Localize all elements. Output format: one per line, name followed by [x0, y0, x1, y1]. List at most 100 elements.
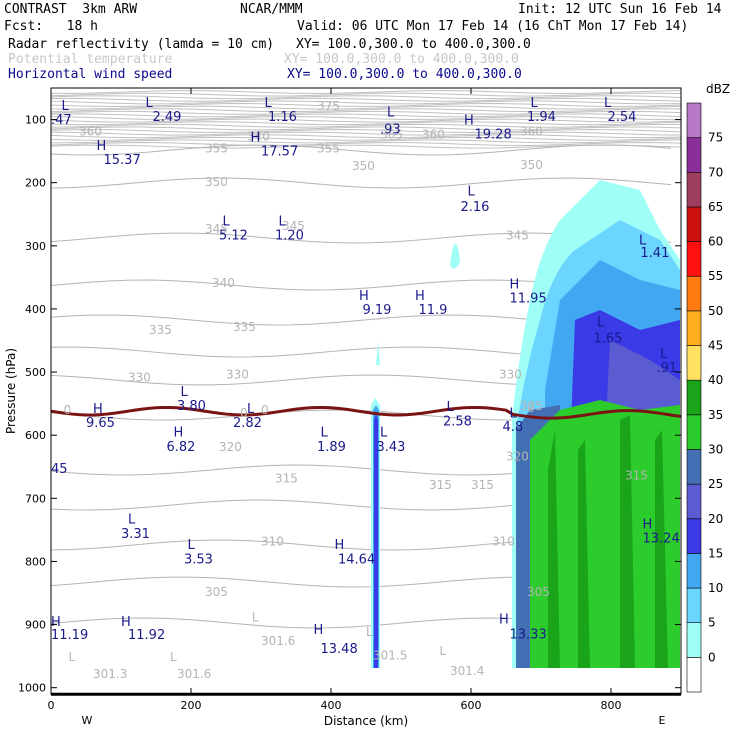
theta-low-label: L	[69, 650, 76, 664]
theta-contour-upper	[50, 136, 682, 141]
init-time: Init: 12 UTC Sun 16 Feb 14	[518, 2, 722, 17]
theta-low-label: L	[440, 644, 447, 658]
wind-speed-label: 13.24	[643, 532, 680, 547]
wind-low-marker: L	[660, 347, 668, 362]
colorbar-swatch	[686, 587, 702, 624]
colorbar: 0 5 10 15 20 25 30 35 40 45 50 55 60 65 70 75 dBZ	[686, 82, 730, 693]
wind-speed-label: 1.41	[640, 246, 669, 261]
wind-high-marker: H	[499, 612, 509, 627]
theta-label: 330	[226, 367, 249, 381]
wind-high-marker: H	[314, 623, 324, 638]
wind-low-marker: L	[510, 407, 518, 422]
theta-label: 320	[219, 440, 242, 454]
theta-contour-upper	[50, 131, 682, 136]
theta-label: 345	[282, 219, 305, 233]
y-tick-label: 300	[25, 240, 46, 253]
theta-label: 340	[212, 276, 235, 290]
wind-low-marker: L	[146, 96, 154, 111]
theta-contour-upper	[50, 92, 682, 97]
theta-label: 305	[527, 585, 550, 599]
wind-high-marker: H	[464, 114, 474, 129]
theta-label: 315	[429, 478, 452, 492]
refl-anvil-spike	[376, 342, 380, 365]
theta-label: 350	[205, 175, 228, 189]
colorbar-label: 35	[708, 408, 723, 422]
theta-low-label: L	[366, 625, 373, 639]
colorbar-swatch	[686, 310, 702, 346]
wind-low-marker: L	[604, 96, 612, 111]
wind-speed-label: 1.94	[527, 110, 556, 125]
wind-speed-label: 11.19	[51, 628, 88, 643]
refl-column-15	[374, 414, 378, 668]
wind-high-marker: H	[174, 425, 184, 440]
theta-contour-upper	[50, 118, 682, 123]
wind-low-marker: L	[247, 402, 255, 417]
y-tick-label: 200	[25, 177, 46, 190]
colorbar-swatch	[686, 518, 702, 554]
theta-contour-upper	[50, 97, 682, 102]
theta-label: 301.3	[93, 667, 127, 681]
theta-label: 360	[422, 128, 445, 142]
theta-contour-upper	[50, 126, 682, 131]
colorbar-swatch	[686, 102, 702, 138]
theta-label: 301.6	[261, 634, 295, 648]
wind-speed-label: 11.95	[510, 292, 547, 307]
colorbar-swatch	[686, 657, 702, 693]
theta-contour	[50, 177, 672, 189]
zero-degree-label: 0	[240, 406, 248, 420]
theta-contour-upper	[50, 139, 682, 144]
wind-low-marker: L	[447, 400, 455, 415]
theta-label: 315	[275, 472, 298, 486]
theta-label: 315	[471, 478, 494, 492]
x-tick-label: 400	[321, 699, 342, 712]
theta-low-label: L	[170, 650, 177, 664]
theta-label: 320	[506, 449, 529, 463]
colorbar-label: 25	[708, 477, 723, 491]
wind-low-marker: L	[279, 215, 287, 230]
theta-label: 325	[520, 399, 543, 413]
wind-low-marker: L	[387, 105, 395, 120]
colorbar-label: 50	[708, 304, 723, 318]
theta-label: 350	[520, 158, 543, 172]
wind-low-marker: L	[639, 234, 647, 249]
theta-contour-upper	[50, 123, 682, 128]
plot-frame	[50, 87, 682, 695]
theta-contour-upper	[50, 100, 682, 105]
field1-name: Radar reflectivity (lamda = 10 cm)	[8, 37, 275, 52]
zero-degree-label: 0	[64, 403, 72, 417]
wind-low-marker: L	[188, 538, 196, 553]
y-tick-label: 800	[25, 555, 46, 568]
y-tick-label: 600	[25, 429, 46, 442]
colorbar-swatch	[686, 483, 702, 520]
x-axis-label: Distance (km)	[324, 714, 408, 728]
wind-speed-label: 11.92	[128, 628, 165, 643]
colorbar-label: 10	[708, 581, 723, 595]
wind-speed-label: 3.80	[177, 399, 206, 414]
x-tick-label: 600	[461, 699, 482, 712]
wind-speed-label: 6.82	[167, 440, 196, 455]
wind-low-marker: L	[321, 425, 329, 440]
theta-label: 310	[261, 535, 284, 549]
wind-low-marker: L	[597, 316, 605, 331]
wind-speed-label: 13.48	[321, 642, 358, 657]
wind-speed-label: 5.12	[219, 229, 248, 244]
wind-speed-label: 2.58	[443, 415, 472, 430]
theta-contour-upper	[50, 90, 682, 94]
colorbar-label: 40	[708, 373, 723, 387]
y-axis-label: Pressure (hPa)	[4, 348, 18, 434]
x-tick-label: 0	[48, 699, 55, 712]
wind-high-marker: H	[51, 615, 61, 630]
wind-speed-label: 45	[51, 462, 68, 477]
theta-label: 310	[492, 535, 515, 549]
theta-label: 350	[352, 159, 375, 173]
wind-speed-label: .93	[380, 122, 401, 137]
model-title: CONTRAST 3km ARW	[4, 2, 138, 17]
wind-high-marker: H	[510, 278, 520, 293]
wind-low-marker: L	[531, 96, 539, 111]
theta-contour-upper	[50, 108, 682, 113]
y-tick-label: 700	[25, 492, 46, 505]
theta-contour-upper	[50, 110, 682, 115]
wind-speed-label: 4.8	[503, 420, 524, 435]
